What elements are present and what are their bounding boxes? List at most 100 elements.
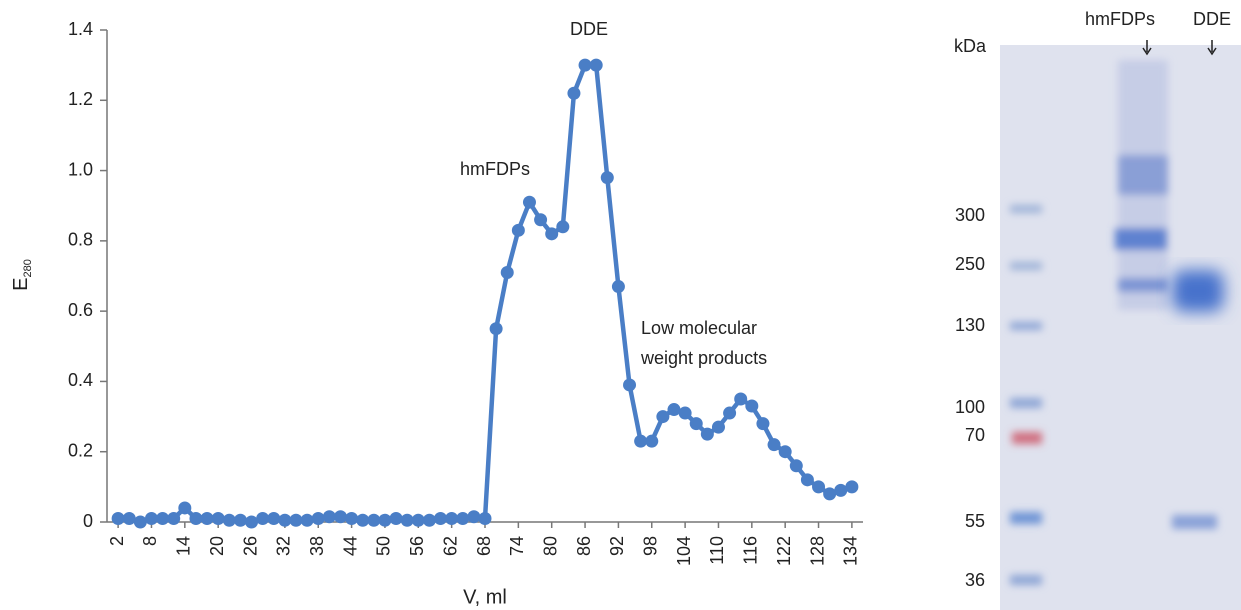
gel-band — [1118, 155, 1168, 195]
ladder-band — [1010, 205, 1042, 213]
annotation: DDE — [570, 19, 608, 39]
gel-unit: kDa — [954, 36, 987, 56]
data-point — [522, 195, 536, 209]
gel-band — [1172, 270, 1224, 312]
x-tick-label: 14 — [174, 536, 194, 556]
x-tick-label: 98 — [641, 536, 661, 556]
x-tick-label: 62 — [440, 536, 460, 556]
marker-label: 36 — [965, 570, 985, 590]
ladder-band — [1010, 575, 1042, 585]
data-point — [300, 513, 314, 527]
x-tick-label: 122 — [774, 536, 794, 566]
data-point — [178, 501, 192, 515]
data-point — [233, 513, 247, 527]
data-point — [812, 480, 826, 494]
data-point — [378, 513, 392, 527]
data-point — [745, 399, 759, 413]
data-point — [322, 510, 336, 524]
data-point — [289, 513, 303, 527]
data-point — [422, 513, 436, 527]
data-point — [645, 434, 659, 448]
marker-label: 100 — [955, 397, 985, 417]
data-point — [500, 265, 514, 279]
ladder-band — [1010, 512, 1042, 524]
data-point — [511, 223, 525, 237]
x-tick-label: 68 — [474, 536, 494, 556]
data-point — [734, 392, 748, 406]
x-tick-label: 8 — [140, 536, 160, 546]
data-point — [845, 480, 859, 494]
x-tick-label: 92 — [607, 536, 627, 556]
marker-label: 300 — [955, 205, 985, 225]
x-tick-label: 86 — [574, 536, 594, 556]
data-point — [534, 213, 548, 227]
data-point — [400, 513, 414, 527]
data-point — [467, 510, 481, 524]
marker-label: 55 — [965, 511, 985, 531]
annotation: Low molecular — [641, 318, 757, 338]
data-point — [367, 513, 381, 527]
data-point — [356, 513, 370, 527]
data-point — [800, 473, 814, 487]
y-tick-label: 0.2 — [68, 440, 93, 460]
y-tick-label: 1.0 — [68, 159, 93, 179]
y-tick-label: 0.4 — [68, 370, 93, 390]
x-tick-label: 56 — [407, 536, 427, 556]
x-tick-label: 74 — [507, 536, 527, 556]
x-tick-label: 128 — [807, 536, 827, 566]
data-point — [333, 510, 347, 524]
gel-band — [1118, 278, 1168, 292]
series-line — [118, 62, 853, 525]
y-axis-label: E280 — [10, 259, 34, 291]
y-axis-label-main: E — [10, 278, 32, 291]
data-point — [778, 445, 792, 459]
data-point — [689, 417, 703, 431]
data-point — [389, 511, 403, 525]
data-point — [767, 438, 781, 452]
arrow — [1142, 47, 1152, 56]
ladder-band — [1010, 322, 1042, 330]
x-tick-label: 134 — [841, 536, 861, 566]
data-point — [567, 86, 581, 100]
data-point — [478, 511, 492, 525]
gel-band — [1115, 228, 1167, 250]
data-point — [189, 511, 203, 525]
data-point — [489, 322, 503, 336]
data-point — [456, 511, 470, 525]
data-point — [267, 511, 281, 525]
gel-band — [1172, 515, 1217, 529]
data-point — [545, 227, 559, 241]
data-point — [111, 511, 125, 525]
x-tick-label: 20 — [207, 536, 227, 556]
x-tick-label: 32 — [274, 536, 294, 556]
data-point — [445, 511, 459, 525]
data-point — [434, 511, 448, 525]
x-tick-label: 44 — [340, 536, 360, 556]
arrow — [1207, 47, 1217, 56]
data-point — [278, 513, 292, 527]
data-point — [700, 427, 714, 441]
data-point — [144, 511, 158, 525]
y-tick-label: 0.8 — [68, 230, 93, 250]
ladder-band — [1010, 398, 1042, 408]
data-point — [578, 58, 592, 72]
data-point — [667, 403, 681, 417]
data-point — [823, 487, 837, 501]
data-point — [634, 434, 648, 448]
data-point — [200, 511, 214, 525]
data-point — [756, 417, 770, 431]
lane-label: DDE — [1193, 9, 1231, 29]
data-point — [834, 483, 848, 497]
y-axis-label-sub: 280 — [22, 259, 34, 277]
data-point — [345, 511, 359, 525]
data-point — [711, 420, 725, 434]
data-point — [122, 511, 136, 525]
x-tick-label: 116 — [741, 536, 761, 565]
data-point — [245, 515, 259, 529]
x-tick-label: 2 — [107, 536, 127, 546]
y-tick-label: 1.2 — [68, 89, 93, 109]
annotation: hmFDPs — [460, 159, 530, 179]
x-tick-label: 38 — [307, 536, 327, 556]
data-point — [600, 171, 614, 185]
